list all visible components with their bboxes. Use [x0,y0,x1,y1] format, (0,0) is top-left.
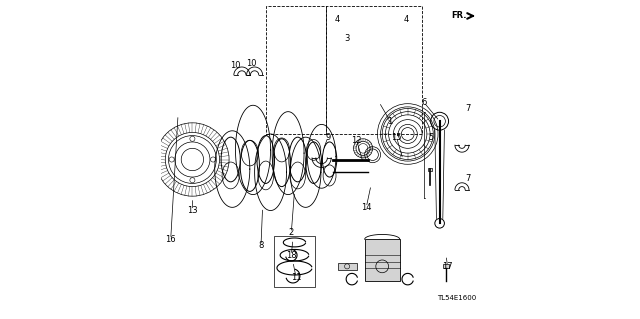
Text: 4: 4 [403,15,409,24]
Bar [365,239,400,281]
Text: 3: 3 [344,34,350,43]
Text: 1: 1 [388,117,393,126]
Text: 7: 7 [466,174,471,183]
Text: TL54E1600: TL54E1600 [438,295,477,301]
Text: 13: 13 [187,206,198,215]
Text: 11: 11 [291,273,301,282]
Bar [326,6,422,134]
Bar [337,263,356,270]
Text: 7: 7 [466,104,471,113]
Text: 4: 4 [335,15,340,24]
Text: 16: 16 [165,235,176,244]
Text: 12: 12 [351,136,362,145]
Text: 10: 10 [246,59,257,68]
Text: 14: 14 [361,203,371,212]
Text: 18: 18 [286,251,296,260]
Text: 6: 6 [421,98,426,107]
Text: FR.: FR. [451,11,467,20]
Text: 15: 15 [391,133,402,142]
Text: 10: 10 [230,61,241,70]
Bar [444,264,449,268]
Text: 5: 5 [428,133,434,142]
Text: 9: 9 [325,133,331,142]
Text: 8: 8 [259,241,264,250]
Bar [428,168,432,171]
Text: 2: 2 [289,228,294,237]
Bar [274,236,316,287]
Text: 17: 17 [442,262,453,271]
Bar [266,6,326,134]
